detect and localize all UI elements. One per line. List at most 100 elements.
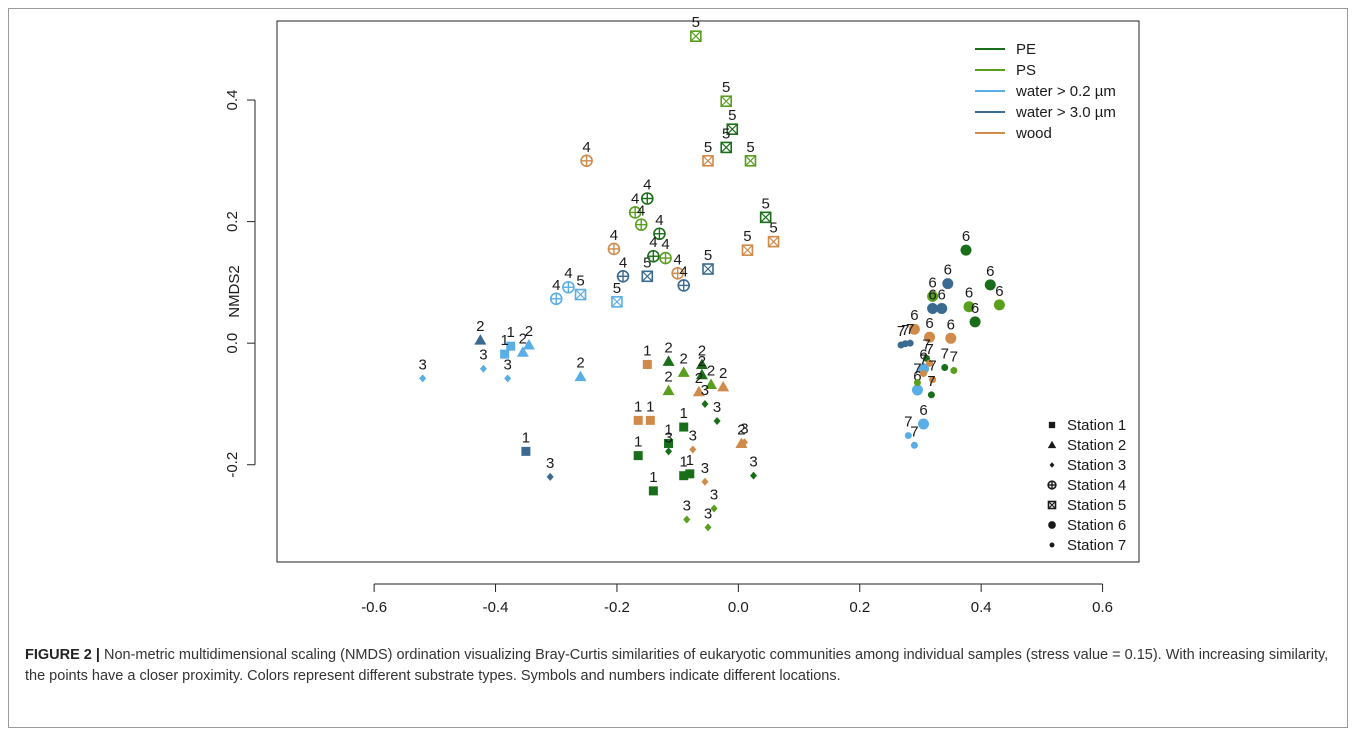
data-point: 2 bbox=[677, 350, 690, 377]
point-label: 5 bbox=[728, 107, 736, 124]
data-point: 2 bbox=[474, 318, 487, 345]
legend-entry-substrate: water > 3.0 µm bbox=[975, 104, 1116, 121]
legend-label: Station 5 bbox=[1067, 497, 1126, 514]
point-label: 7 bbox=[904, 414, 912, 431]
legend-entry-substrate: PE bbox=[975, 41, 1036, 58]
point-label: 3 bbox=[689, 428, 697, 445]
data-point: 1 bbox=[521, 429, 531, 456]
point-label: 1 bbox=[680, 454, 688, 471]
data-point: 5 bbox=[744, 139, 757, 167]
point-label: 3 bbox=[704, 505, 712, 522]
point-label: 7 bbox=[910, 423, 918, 440]
data-point: 6 bbox=[936, 287, 948, 315]
legend-label: Station 6 bbox=[1067, 517, 1126, 534]
point-label: 2 bbox=[737, 421, 745, 438]
data-point: 7 bbox=[950, 349, 958, 375]
point-label: 7 bbox=[913, 361, 921, 378]
x-tick-label: -0.6 bbox=[361, 599, 387, 616]
point-label: 6 bbox=[962, 228, 970, 245]
point-label: 3 bbox=[749, 454, 757, 471]
point-label: 4 bbox=[619, 254, 627, 271]
data-point: 4 bbox=[634, 203, 648, 231]
x-tick-label: 0.0 bbox=[728, 599, 749, 616]
point-label: 6 bbox=[947, 316, 955, 333]
data-point: 3 bbox=[701, 382, 709, 408]
point-label: 6 bbox=[919, 402, 927, 419]
x-axis-label: NMDS1 bbox=[682, 633, 735, 634]
point-label: 4 bbox=[582, 139, 590, 156]
point-label: 6 bbox=[913, 368, 921, 385]
point-label: 6 bbox=[965, 285, 973, 302]
legend-label: Station 7 bbox=[1067, 537, 1126, 554]
data-point: 5 bbox=[611, 280, 623, 308]
data-point: 5 bbox=[767, 220, 780, 248]
data-point: 2 bbox=[574, 355, 587, 382]
data-point: 7 bbox=[904, 414, 912, 440]
point-label: 1 bbox=[664, 421, 672, 438]
point-label: 3 bbox=[504, 356, 512, 373]
data-point: 7 bbox=[910, 423, 919, 449]
point-label: 2 bbox=[476, 318, 484, 335]
y-tick-label: 0.2 bbox=[224, 211, 241, 232]
substrate-legend: PE PS water > 0.2 µm water > 3.0 µm wood bbox=[975, 41, 1116, 142]
point-label: 4 bbox=[637, 203, 645, 220]
data-point: 7 bbox=[913, 361, 922, 387]
legend-entry-station: Station 2 bbox=[1047, 437, 1126, 454]
y-tick-label: -0.2 bbox=[224, 452, 241, 478]
point-label: 1 bbox=[646, 398, 654, 415]
data-point: 7 bbox=[928, 358, 937, 384]
legend-entry-station: Station 4 bbox=[1047, 477, 1126, 494]
point-label: 5 bbox=[704, 139, 712, 156]
point-label: 2 bbox=[698, 353, 706, 370]
point-label: 6 bbox=[986, 263, 994, 280]
point-label: 4 bbox=[564, 265, 572, 282]
point-label: 5 bbox=[643, 254, 651, 271]
point-label: 1 bbox=[649, 469, 657, 486]
x-tick-label: 0.2 bbox=[849, 599, 870, 616]
legend-entry-station: Station 7 bbox=[1049, 537, 1126, 554]
data-point: 3 bbox=[701, 460, 709, 486]
legend-entry-substrate: water > 0.2 µm bbox=[975, 83, 1116, 100]
data-point: 6 bbox=[942, 262, 954, 290]
point-label: 2 bbox=[664, 369, 672, 386]
legend-entry-substrate: PS bbox=[975, 62, 1036, 79]
legend-label: wood bbox=[1015, 125, 1052, 142]
point-label: 5 bbox=[576, 273, 584, 290]
data-point: 4 bbox=[659, 236, 672, 265]
point-label: 5 bbox=[746, 139, 754, 156]
data-point: 6 bbox=[993, 283, 1005, 311]
point-label: 2 bbox=[519, 330, 527, 347]
x-tick-label: 0.4 bbox=[971, 599, 992, 616]
point-label: 6 bbox=[995, 283, 1003, 300]
legend-label: PE bbox=[1016, 41, 1036, 58]
point-label: 6 bbox=[910, 307, 918, 324]
data-point: 3 bbox=[710, 487, 718, 513]
point-label: 6 bbox=[944, 262, 952, 279]
data-point: 6 bbox=[945, 316, 957, 344]
legend-label: PS bbox=[1016, 62, 1036, 79]
nmds-scatter-chart: -0.6 -0.4 -0.2 0.0 0.2 0.4 0.6 NMDS1 -0.2 0.0 0.2 0… bbox=[224, 14, 1140, 634]
legend-label: water > 0.2 µm bbox=[1015, 83, 1116, 100]
data-point: 7 bbox=[919, 352, 928, 378]
point-label: 3 bbox=[710, 487, 718, 504]
data-point: 2 bbox=[516, 330, 529, 357]
data-point: 1 bbox=[642, 342, 652, 369]
point-label: 6 bbox=[925, 315, 933, 332]
point-label: 3 bbox=[546, 455, 554, 472]
point-label: 6 bbox=[971, 300, 979, 317]
point-label: 1 bbox=[680, 405, 688, 422]
point-label: 3 bbox=[701, 382, 709, 399]
point-label: 4 bbox=[680, 263, 688, 280]
point-label: 3 bbox=[664, 429, 672, 446]
data-point: 2 bbox=[717, 365, 730, 392]
data-point: 1 bbox=[645, 398, 655, 425]
legend-label: Station 4 bbox=[1067, 477, 1126, 494]
legend-label: Station 3 bbox=[1067, 457, 1126, 474]
data-point: 6 bbox=[960, 228, 972, 256]
legend-entry-station: Station 1 bbox=[1048, 417, 1126, 434]
data-point: 4 bbox=[671, 251, 684, 280]
point-label: 6 bbox=[928, 274, 936, 291]
point-label: 6 bbox=[919, 347, 927, 364]
point-label: 4 bbox=[631, 190, 639, 207]
data-point: 7 bbox=[906, 321, 914, 347]
